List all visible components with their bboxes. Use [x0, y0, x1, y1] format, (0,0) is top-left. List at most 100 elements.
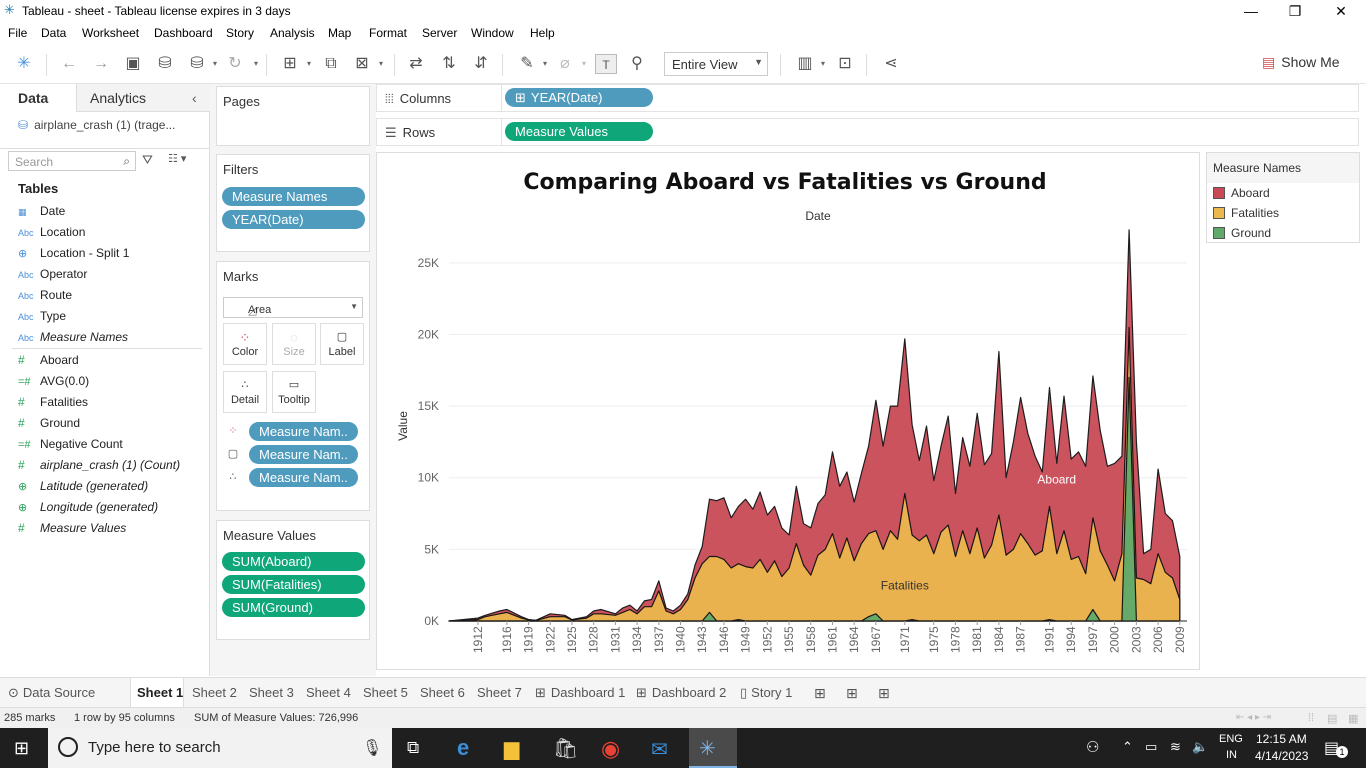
measure-pill-aboard[interactable]: SUM(Aboard): [222, 552, 365, 571]
marks-pill-detail[interactable]: Measure Nam..: [249, 468, 358, 487]
swap-rows-columns-icon[interactable]: ⇄: [409, 55, 423, 72]
tab-dashboard-2[interactable]: ⊞ Dashboard 2: [636, 685, 727, 700]
clock-date[interactable]: 4/14/2023: [1255, 749, 1309, 763]
presentation-mode-icon[interactable]: ⊡: [838, 55, 852, 72]
marks-pill-color[interactable]: Measure Nam..: [249, 422, 358, 441]
tab-sheet-4[interactable]: Sheet 4: [306, 685, 351, 700]
tab-sheet-2[interactable]: Sheet 2: [192, 685, 237, 700]
menu-server[interactable]: Server: [422, 26, 458, 40]
field-operator[interactable]: Abc Operator: [18, 267, 88, 281]
file-explorer-icon[interactable]: ▆: [504, 738, 520, 760]
tab-sheet-5[interactable]: Sheet 5: [363, 685, 408, 700]
field-longitude[interactable]: ⊕ Longitude (generated): [18, 500, 159, 514]
field-latitude[interactable]: ⊕ Latitude (generated): [18, 479, 149, 493]
battery-icon[interactable]: ▭: [1145, 739, 1158, 754]
menu-analysis[interactable]: Analysis: [270, 26, 315, 40]
edge-icon[interactable]: e: [457, 735, 470, 760]
new-datasource-icon[interactable]: ⛁: [158, 55, 172, 72]
sort-descending-icon[interactable]: ⇵: [474, 55, 488, 72]
sheet-nav-icons[interactable]: ⇤ ◂ ▸ ⇥: [1236, 712, 1272, 723]
measure-pill-fatalities[interactable]: SUM(Fatalities): [222, 575, 365, 594]
language-bottom[interactable]: IN: [1226, 749, 1237, 761]
new-worksheet-tab-icon[interactable]: ⊞: [814, 685, 826, 701]
field-count[interactable]: # airplane_crash (1) (Count): [18, 458, 181, 472]
close-button[interactable]: ✕: [1335, 3, 1347, 19]
columns-shelf[interactable]: ⦙⦙⦙ Columns ⊞ YEAR(Date): [376, 84, 1359, 112]
tab-story-1[interactable]: ▯ Story 1: [740, 685, 793, 700]
tab-sheet-6[interactable]: Sheet 6: [420, 685, 465, 700]
task-view-icon[interactable]: ⧉: [407, 738, 420, 757]
size-button[interactable]: ◌ Size: [272, 323, 316, 365]
volume-icon[interactable]: 🔈: [1192, 739, 1209, 754]
field-negative-count[interactable]: =# Negative Count: [18, 437, 123, 451]
wifi-icon[interactable]: ≋: [1170, 739, 1181, 754]
undo-icon[interactable]: ←: [61, 55, 77, 72]
color-button[interactable]: ⁘ Color: [223, 323, 267, 365]
save-icon[interactable]: ▣: [125, 55, 141, 72]
clear-sheet-dropdown-icon[interactable]: ▾: [378, 59, 383, 68]
refresh-dropdown-icon[interactable]: ▾: [253, 59, 258, 68]
pages-card[interactable]: Pages: [216, 86, 370, 146]
tooltip-button[interactable]: ▭ Tooltip: [272, 371, 316, 413]
fit-dropdown[interactable]: Entire View ▼: [664, 52, 768, 76]
collapse-pane-icon[interactable]: ‹: [192, 90, 197, 106]
sheet-sorter-icon[interactable]: ⁞⁞: [1308, 712, 1315, 724]
columns-pill-year-date[interactable]: ⊞ YEAR(Date): [505, 88, 653, 107]
tab-sheet-3[interactable]: Sheet 3: [249, 685, 294, 700]
marks-pill-label[interactable]: Measure Nam..: [249, 445, 358, 464]
filmstrip-icon[interactable]: ▤: [1327, 713, 1338, 725]
search-input[interactable]: Search ⌕: [8, 151, 136, 171]
tab-sheet-7[interactable]: Sheet 7: [477, 685, 522, 700]
tab-data[interactable]: Data: [18, 90, 49, 106]
menu-worksheet[interactable]: Worksheet: [82, 26, 140, 40]
field-date[interactable]: ▦ Date: [18, 204, 66, 218]
rows-pill-measure-values[interactable]: Measure Values: [505, 122, 653, 141]
new-story-tab-icon[interactable]: ⊞: [878, 685, 890, 701]
tab-analytics[interactable]: Analytics: [90, 90, 147, 106]
label-button[interactable]: ▢ Label: [320, 323, 364, 365]
measure-pill-ground[interactable]: SUM(Ground): [222, 598, 365, 617]
language-top[interactable]: ENG: [1219, 733, 1243, 745]
clear-sheet-icon[interactable]: ⊠: [355, 55, 369, 72]
people-icon[interactable]: ⚇: [1086, 739, 1100, 756]
legend-item-fatalities[interactable]: Fatalities: [1213, 206, 1279, 222]
tab-dashboard-1[interactable]: ⊞ Dashboard 1: [535, 685, 626, 700]
filter-icon[interactable]: ⛛: [142, 152, 153, 167]
rows-shelf[interactable]: ☰ Rows Measure Values: [376, 118, 1359, 146]
new-dashboard-tab-icon[interactable]: ⊞: [846, 685, 858, 701]
field-location-split-1[interactable]: ⊕ Location - Split 1: [18, 246, 130, 260]
field-route[interactable]: Abc Route: [18, 288, 73, 302]
notifications-icon[interactable]: ▤: [1324, 740, 1340, 757]
color-legend[interactable]: Measure Names Aboard Fatalities Ground: [1206, 152, 1360, 243]
chevron-up-icon[interactable]: ⌃: [1122, 739, 1133, 754]
tableau-taskbar-icon[interactable]: ✳: [699, 738, 716, 760]
view-options-icon[interactable]: ☷ ▾: [168, 153, 187, 165]
field-measure-values[interactable]: # Measure Values: [18, 521, 127, 535]
menu-window[interactable]: Window: [471, 26, 514, 40]
menu-format[interactable]: Format: [369, 26, 408, 40]
new-worksheet-dropdown-icon[interactable]: ▾: [306, 59, 311, 68]
filter-pill-year-date[interactable]: YEAR(Date): [222, 210, 365, 229]
field-measure-names[interactable]: Abc Measure Names: [18, 330, 129, 344]
share-icon[interactable]: ⋖: [884, 55, 898, 72]
datasource-item[interactable]: ⛁ airplane_crash (1) (trage...: [18, 118, 175, 132]
tabs-view-icon[interactable]: ▦: [1348, 713, 1359, 725]
windows-start-icon[interactable]: ⊞: [14, 738, 30, 758]
field-type[interactable]: Abc Type: [18, 309, 67, 323]
field-avg[interactable]: =# AVG(0.0): [18, 374, 90, 388]
mail-icon[interactable]: ✉: [651, 739, 668, 761]
tab-sheet-1[interactable]: Sheet 1: [137, 685, 184, 700]
refresh-icon[interactable]: ↻: [228, 55, 242, 72]
sort-ascending-icon[interactable]: ⇅: [442, 55, 456, 72]
show-me-button[interactable]: ▤ Show Me: [1262, 54, 1340, 71]
duplicate-sheet-icon[interactable]: ⧉: [325, 55, 337, 72]
field-fatalities[interactable]: # Fatalities: [18, 395, 89, 409]
menu-help[interactable]: Help: [530, 26, 555, 40]
new-worksheet-icon[interactable]: ⊞: [283, 55, 297, 72]
legend-item-aboard[interactable]: Aboard: [1213, 186, 1270, 202]
highlight-icon[interactable]: ✎: [520, 55, 534, 72]
menu-story[interactable]: Story: [226, 26, 255, 40]
chart-view[interactable]: Comparing Aboard vs Fatalities vs Ground…: [376, 152, 1200, 670]
redo-icon[interactable]: →: [93, 55, 109, 72]
detail-button[interactable]: ∴ Detail: [223, 371, 267, 413]
